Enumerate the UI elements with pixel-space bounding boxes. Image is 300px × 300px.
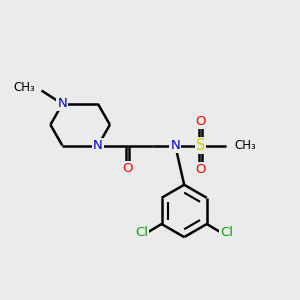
Text: CH₃: CH₃ — [13, 81, 35, 94]
Text: N: N — [57, 98, 67, 110]
Text: N: N — [170, 139, 180, 152]
Text: N: N — [93, 139, 103, 152]
Text: S: S — [196, 138, 205, 153]
Text: Cl: Cl — [135, 226, 148, 239]
Text: O: O — [195, 115, 206, 128]
Text: O: O — [122, 162, 133, 175]
Text: CH₃: CH₃ — [234, 139, 256, 152]
Text: Cl: Cl — [220, 226, 233, 239]
Text: O: O — [195, 164, 206, 176]
